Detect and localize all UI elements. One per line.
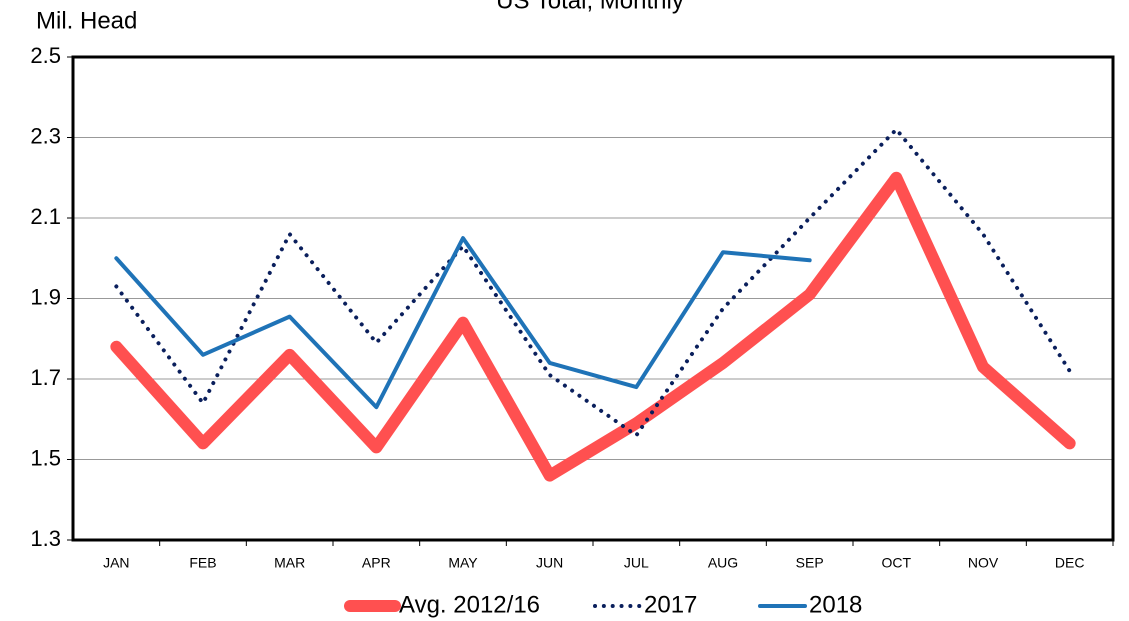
y-tick-label: 1.3 [30, 526, 61, 551]
x-tick-label: DEC [1055, 555, 1085, 571]
x-tick-label: FEB [189, 555, 216, 571]
x-tick-label: APR [362, 555, 391, 571]
x-tick-label: AUG [708, 555, 738, 571]
legend-label: Avg. 2012/16 [399, 591, 540, 618]
legend-label: 2017 [644, 591, 697, 618]
y-tick-label: 2.5 [30, 43, 61, 68]
series-line [114, 127, 1072, 438]
y-tick-label: 2.1 [30, 204, 61, 229]
x-tick-label: NOV [968, 555, 999, 571]
y-axis-label: Mil. Head [36, 7, 137, 34]
y-tick-label: 1.7 [30, 365, 61, 390]
x-tick-label: OCT [882, 555, 912, 571]
x-tick-label: JUL [624, 555, 649, 571]
x-tick-label: JAN [103, 555, 129, 571]
x-tick-label: MAY [448, 555, 478, 571]
y-tick-label: 1.5 [30, 445, 61, 470]
chart-title: US Total, Monthly [496, 0, 684, 14]
series-line [110, 171, 1076, 482]
x-tick-label: SEP [796, 555, 824, 571]
x-tick-label: MAR [274, 555, 305, 571]
y-tick-label: 2.3 [30, 123, 61, 148]
legend-label: 2018 [809, 591, 862, 618]
x-tick-label: JUN [536, 555, 563, 571]
series-line [114, 236, 812, 410]
y-tick-label: 1.9 [30, 284, 61, 309]
